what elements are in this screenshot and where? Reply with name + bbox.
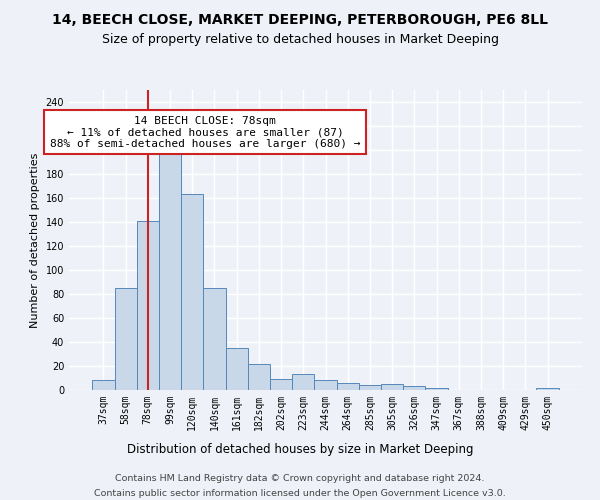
Text: Contains HM Land Registry data © Crown copyright and database right 2024.: Contains HM Land Registry data © Crown c… [115, 474, 485, 483]
Bar [314, 380, 337, 390]
Bar [381, 384, 403, 390]
Bar [203, 288, 226, 390]
Bar [359, 385, 381, 390]
Bar [159, 150, 181, 390]
Text: Distribution of detached houses by size in Market Deeping: Distribution of detached houses by size … [127, 442, 473, 456]
Bar [337, 383, 359, 390]
Bar [115, 288, 137, 390]
Text: 14, BEECH CLOSE, MARKET DEEPING, PETERBOROUGH, PE6 8LL: 14, BEECH CLOSE, MARKET DEEPING, PETERBO… [52, 12, 548, 26]
Bar [536, 388, 559, 390]
Text: 14 BEECH CLOSE: 78sqm
← 11% of detached houses are smaller (87)
88% of semi-deta: 14 BEECH CLOSE: 78sqm ← 11% of detached … [50, 116, 360, 148]
Bar [92, 380, 115, 390]
Bar [270, 379, 292, 390]
Y-axis label: Number of detached properties: Number of detached properties [30, 152, 40, 328]
Bar [137, 221, 159, 390]
Bar [248, 364, 270, 390]
Bar [425, 388, 448, 390]
Bar [403, 386, 425, 390]
Bar [292, 374, 314, 390]
Bar [181, 194, 203, 390]
Text: Contains public sector information licensed under the Open Government Licence v3: Contains public sector information licen… [94, 489, 506, 498]
Text: Size of property relative to detached houses in Market Deeping: Size of property relative to detached ho… [101, 32, 499, 46]
Bar [226, 348, 248, 390]
